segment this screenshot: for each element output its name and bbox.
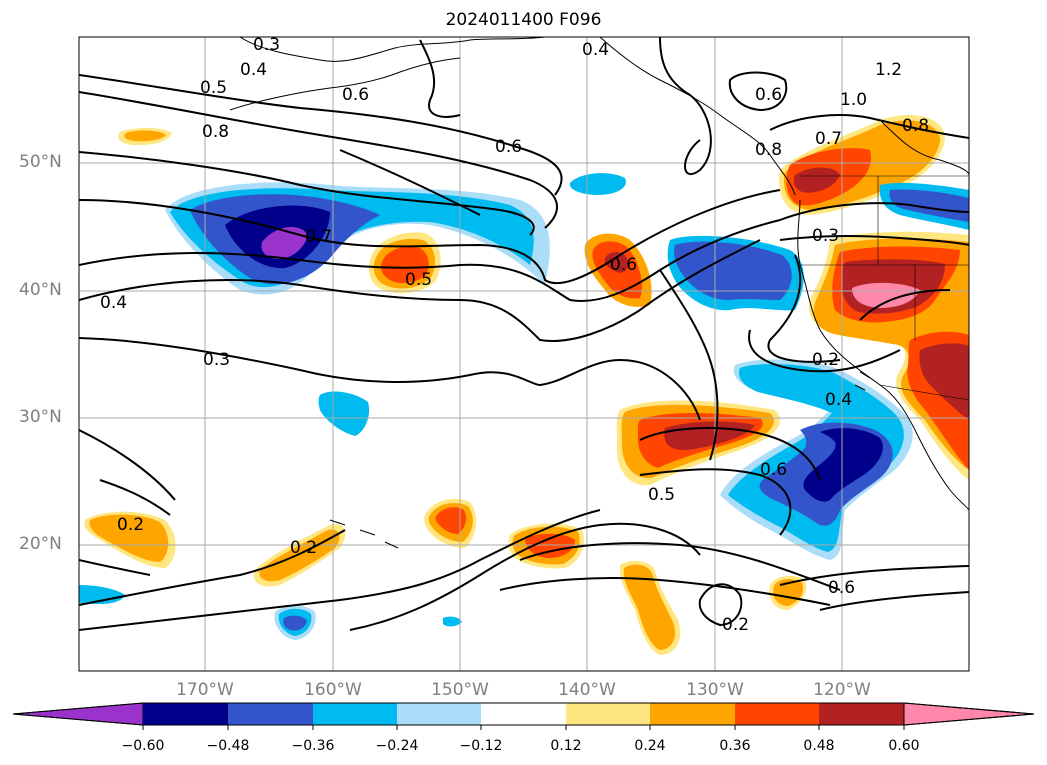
colorbar-tick-label: 0.36	[719, 738, 751, 754]
contour-label: 0.6	[342, 85, 369, 105]
contour-label: 0.6	[755, 85, 782, 105]
colorbar-swatch	[397, 703, 481, 725]
contour-label: 0.5	[405, 270, 432, 290]
colorbar-tick-label: 0.48	[803, 738, 835, 754]
contour-label: 0.6	[828, 578, 855, 598]
contour-label: 0.3	[203, 350, 230, 370]
contour-label: 0.7	[815, 129, 842, 149]
contour-label: 0.2	[290, 538, 317, 558]
lon-label-150w: 150°W	[431, 680, 489, 700]
contour-label: 0.3	[253, 35, 280, 55]
contour-label: 0.8	[902, 116, 929, 136]
colorbar-tick-label: −0.24	[375, 738, 419, 754]
coastlines	[229, 37, 969, 549]
borders	[800, 175, 969, 401]
colorbar	[12, 702, 1035, 730]
contour-label: 0.4	[100, 293, 127, 313]
colorbar-tick-label: −0.36	[291, 738, 335, 754]
contour-label: 0.5	[200, 78, 227, 98]
lat-label-50n: 50°N	[19, 152, 62, 172]
colorbar-swatch	[819, 703, 904, 725]
contour-lines	[79, 37, 969, 631]
lat-label-20n: 20°N	[19, 534, 62, 554]
colorbar-swatch	[481, 703, 566, 725]
contour-label: 0.8	[755, 140, 782, 160]
colorbar-tick-label: 0.60	[888, 738, 920, 754]
contour-label: 0.6	[760, 460, 787, 480]
colorbar-extend-high	[903, 702, 1035, 726]
plot-frame	[78, 36, 970, 672]
lat-label-40n: 40°N	[19, 280, 62, 300]
contour-label: 0.2	[812, 350, 839, 370]
contour-label: 1.0	[840, 90, 867, 110]
lon-label-140w: 140°W	[558, 680, 616, 700]
colorbar-tick-label: 0.24	[634, 738, 666, 754]
colorbar-swatch	[228, 703, 313, 725]
colorbar-swatch	[735, 703, 819, 725]
contour-label-group: 0.3 0.4 0.5 0.6 0.8 0.4 0.6 0.6 1.2 1.0 …	[100, 35, 929, 635]
contour-label: 1.2	[875, 60, 902, 80]
colorbar-tick-label: −0.12	[459, 738, 503, 754]
map-title: 2024011400 F096	[445, 10, 602, 30]
colorbar-swatch	[313, 703, 397, 725]
contour-label: 0.5	[648, 485, 675, 505]
lon-label-160w: 160°W	[304, 680, 362, 700]
contour-label: 0.4	[240, 60, 267, 80]
colorbar-tick-label: −0.60	[121, 738, 165, 754]
colorbar-swatch	[650, 703, 735, 725]
lon-label-130w: 130°W	[686, 680, 744, 700]
gridlines	[79, 37, 969, 671]
plot-area	[79, 37, 969, 671]
lon-label-120w: 120°W	[813, 680, 871, 700]
contour-label: 0.3	[812, 226, 839, 246]
contour-label: 0.6	[495, 137, 522, 157]
lon-label-170w: 170°W	[176, 680, 234, 700]
lat-label-30n: 30°N	[19, 407, 62, 427]
colorbar-tick-label: 0.12	[550, 738, 582, 754]
colorbar-extend-low	[12, 702, 144, 726]
contour-label: 0.4	[825, 390, 852, 410]
colorbar-swatch	[143, 703, 228, 725]
colorbar-swatch	[566, 703, 650, 725]
contour-label: 0.4	[582, 40, 609, 60]
contour-label: 0.2	[722, 615, 749, 635]
contour-label: 0.6	[610, 255, 637, 275]
contour-label: 0.2	[117, 515, 144, 535]
contour-label: 0.8	[202, 122, 229, 142]
contour-label: 0.7	[305, 227, 332, 247]
colorbar-tick-label: −0.48	[206, 738, 250, 754]
